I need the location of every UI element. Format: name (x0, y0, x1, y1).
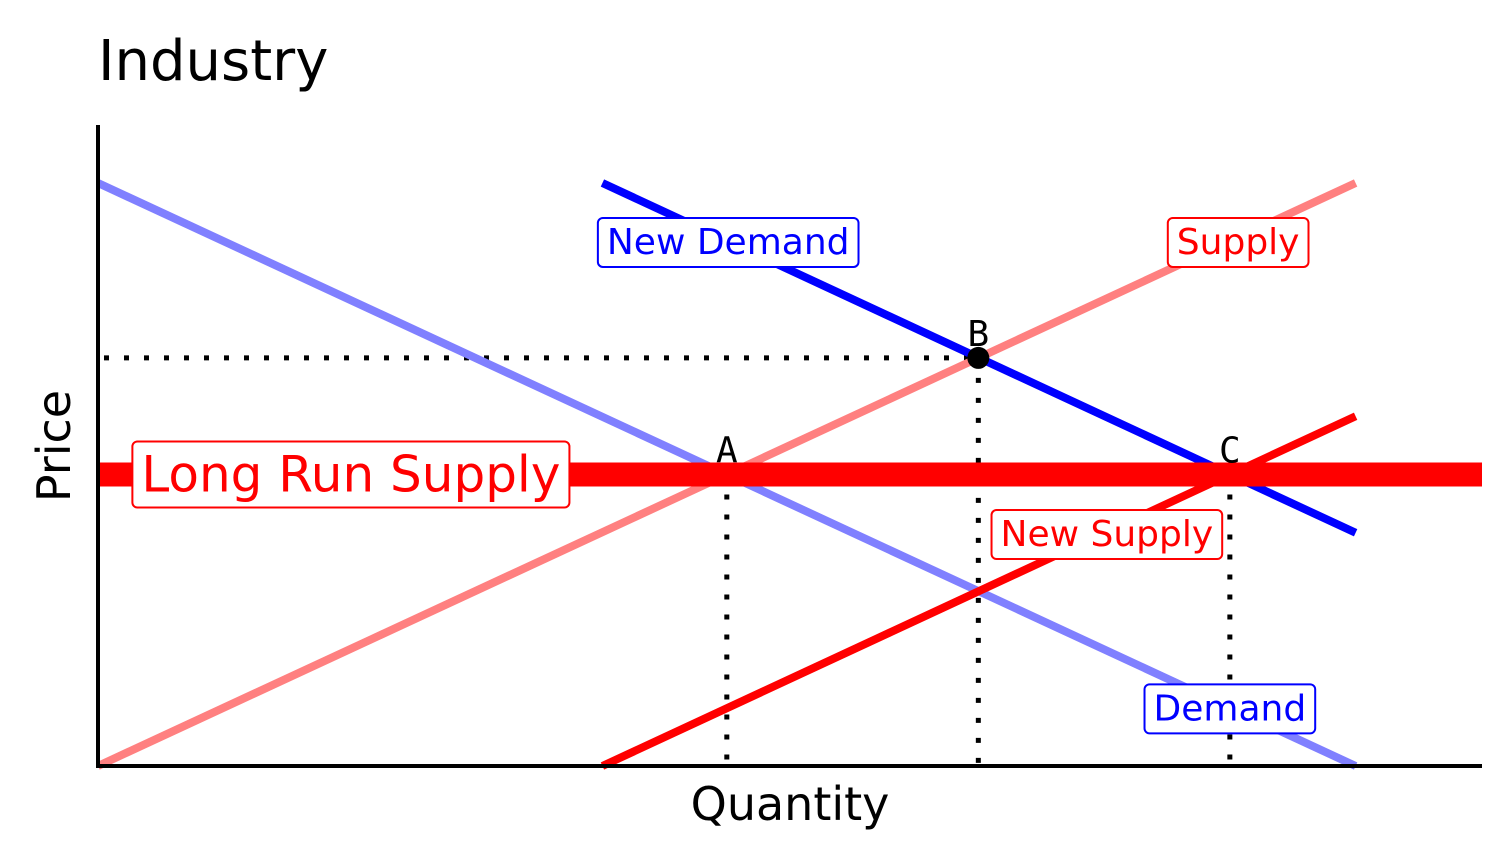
new-demand-label: New Demand (596, 216, 860, 268)
demand-label-text: Demand (1154, 688, 1307, 729)
new-supply-label-box (990, 509, 1224, 561)
supply-label: Supply (1166, 216, 1310, 268)
point-label-c: C (1219, 431, 1241, 472)
new-demand-label-text: New Demand (607, 222, 850, 263)
point-label-b: B (967, 314, 989, 355)
supply-label-text: Supply (1177, 222, 1300, 263)
demand-label-box (1143, 683, 1317, 735)
demand-label: Demand (1143, 683, 1317, 735)
guide-lines (104, 355, 1233, 766)
supply-label-box (1166, 216, 1310, 268)
y-axis-label: Price (27, 390, 81, 502)
new-demand-label-box (596, 216, 860, 268)
new-supply-label-text: New Supply (1001, 514, 1214, 555)
long-run-supply-label-box (131, 440, 571, 509)
new-supply-label: New Supply (990, 509, 1224, 561)
point-label-a: A (716, 431, 738, 472)
equilibrium-points: A B C (716, 314, 1241, 472)
chart-title: Industry (98, 29, 328, 94)
long-run-supply-label-text: Long Run Supply (141, 446, 560, 504)
series-labels: New Demand Supply Long Run Supply New Suppl… (131, 216, 1317, 735)
long-run-supply-label: Long Run Supply (131, 440, 571, 509)
x-axis-label: Quantity (691, 777, 890, 831)
point-b-marker (967, 346, 990, 369)
